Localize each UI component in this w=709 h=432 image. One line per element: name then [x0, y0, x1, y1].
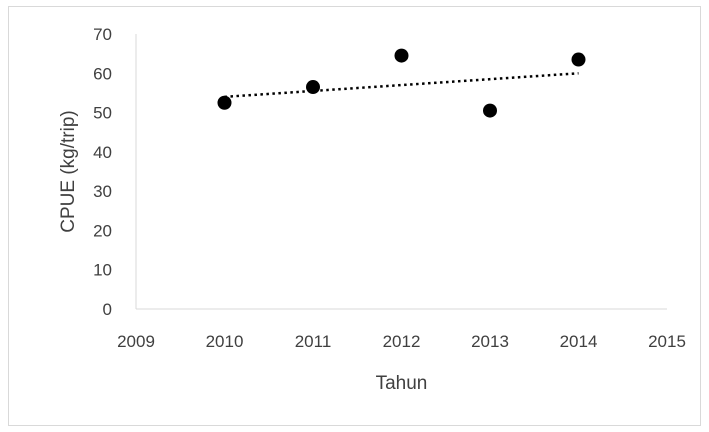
- y-tick-label: 50: [93, 104, 112, 123]
- y-tick-label: 70: [93, 25, 112, 44]
- data-point: [306, 80, 320, 95]
- y-tick-label: 30: [93, 182, 112, 201]
- y-tick-label: 0: [103, 300, 112, 319]
- y-axis-title: CPUE (kg/trip): [58, 110, 79, 232]
- x-tick-label: 2011: [295, 332, 332, 351]
- x-tick-label: 2013: [471, 332, 509, 351]
- x-tick-labels: 2009 2010 2011 2012 2013 2014 2015: [117, 332, 686, 351]
- x-tick-label: 2015: [648, 332, 686, 351]
- y-tick-label: 60: [93, 64, 112, 83]
- y-tick-label: 10: [93, 261, 112, 280]
- data-point: [217, 95, 232, 110]
- data-point: [571, 52, 586, 67]
- x-tick-label: 2014: [560, 332, 598, 351]
- trendline: [224, 72, 579, 99]
- data-point: [394, 48, 409, 63]
- points-layer: [217, 48, 586, 118]
- x-tick-label: 2012: [383, 332, 421, 351]
- x-tick-label: 2009: [117, 332, 155, 351]
- chart-frame: [8, 6, 701, 426]
- y-tick-label: 20: [93, 221, 112, 240]
- data-point: [483, 103, 497, 118]
- trendline-layer: [224, 72, 579, 99]
- x-axis-title: Tahun: [376, 373, 428, 394]
- y-tick-labels: 0 10 20 30 40 50 60 70: [93, 25, 112, 319]
- y-tick-label: 40: [93, 143, 112, 162]
- x-tick-label: 2010: [206, 332, 244, 351]
